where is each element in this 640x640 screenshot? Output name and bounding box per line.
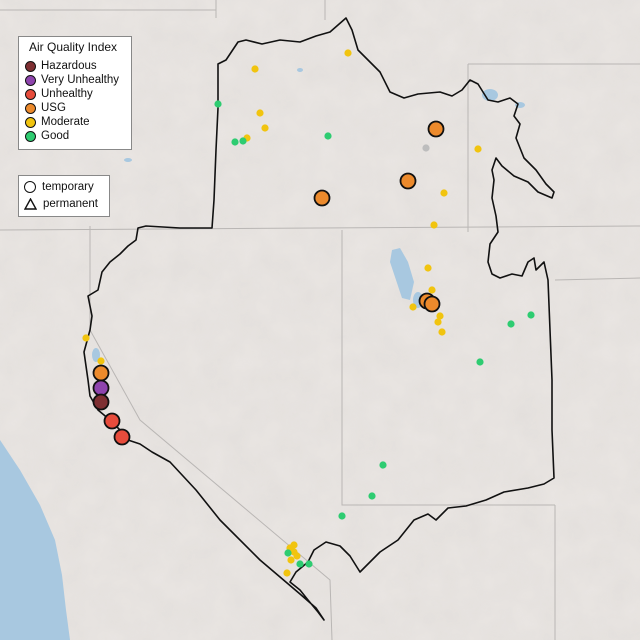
- legend-label: USG: [41, 102, 66, 114]
- sensor-marker[interactable]: [284, 549, 292, 557]
- lake-small-1: [124, 158, 132, 162]
- sensor-marker[interactable]: [428, 286, 436, 294]
- sensor-marker[interactable]: [256, 109, 264, 117]
- hazardous-swatch: [25, 60, 36, 72]
- sensor-marker[interactable]: [422, 144, 430, 152]
- legend-label: Good: [41, 130, 70, 142]
- sensor-marker[interactable]: [296, 560, 304, 568]
- sensor-marker-temporary[interactable]: [92, 379, 110, 397]
- sensor-marker[interactable]: [231, 138, 239, 146]
- sensor-marker-temporary[interactable]: [92, 364, 110, 382]
- sensor-marker[interactable]: [476, 358, 484, 366]
- sensor-marker-temporary[interactable]: [313, 189, 331, 207]
- legend-item-very-unhealthy: Very Unhealthy: [25, 73, 119, 87]
- very-unhealthy-swatch: [25, 74, 36, 86]
- legend-item-moderate: Moderate: [25, 115, 90, 129]
- sensor-marker[interactable]: [338, 512, 346, 520]
- legend-label: permanent: [43, 198, 98, 210]
- triangle-icon: [24, 198, 37, 210]
- lake-small-2: [297, 68, 303, 72]
- sensor-marker[interactable]: [283, 569, 291, 577]
- sensor-marker[interactable]: [438, 328, 446, 336]
- sensor-marker-temporary[interactable]: [103, 412, 121, 430]
- sensor-marker[interactable]: [251, 65, 259, 73]
- sensor-marker[interactable]: [324, 132, 332, 140]
- legend-item-temporary: temporary: [24, 179, 94, 195]
- sensor-marker-temporary[interactable]: [399, 172, 417, 190]
- lake-tahoe: [92, 348, 100, 362]
- monitor-type-legend: temporary permanent: [18, 175, 110, 217]
- sensor-marker[interactable]: [440, 189, 448, 197]
- sensor-marker[interactable]: [293, 552, 301, 560]
- sensor-marker-temporary[interactable]: [427, 120, 445, 138]
- legend-item-permanent: permanent: [24, 196, 98, 212]
- region-boundary: [83, 17, 555, 621]
- unhealthy-swatch: [25, 88, 36, 100]
- sensor-marker-temporary[interactable]: [423, 295, 441, 313]
- sensor-marker[interactable]: [409, 303, 417, 311]
- sensor-marker[interactable]: [436, 312, 444, 320]
- legend-item-usg: USG: [25, 101, 66, 115]
- legend-item-hazardous: Hazardous: [25, 59, 97, 73]
- aqi-legend: Air Quality Index Hazardous Very Unhealt…: [18, 36, 132, 150]
- sensor-marker[interactable]: [261, 124, 269, 132]
- legend-label: Hazardous: [41, 60, 97, 72]
- sensor-marker[interactable]: [434, 318, 442, 326]
- sensor-marker[interactable]: [290, 541, 298, 549]
- sensor-marker-temporary[interactable]: [92, 393, 110, 411]
- aqi-legend-title: Air Quality Index: [29, 40, 118, 54]
- sensor-marker[interactable]: [507, 320, 515, 328]
- sensor-marker[interactable]: [287, 556, 295, 564]
- sensor-marker[interactable]: [214, 100, 222, 108]
- sensor-marker[interactable]: [430, 221, 438, 229]
- sensor-marker[interactable]: [344, 49, 352, 57]
- legend-item-unhealthy: Unhealthy: [25, 87, 93, 101]
- circle-icon: [24, 181, 36, 193]
- sensor-marker[interactable]: [527, 311, 535, 319]
- sensor-marker[interactable]: [424, 264, 432, 272]
- moderate-swatch: [25, 116, 36, 128]
- sensor-marker[interactable]: [82, 334, 90, 342]
- sensor-marker[interactable]: [379, 461, 387, 469]
- pacific-ocean: [0, 440, 70, 640]
- legend-label: Very Unhealthy: [41, 74, 119, 86]
- legend-label: Moderate: [41, 116, 90, 128]
- sensor-marker[interactable]: [97, 357, 105, 365]
- great-salt-lake: [390, 248, 414, 300]
- legend-label: Unhealthy: [41, 88, 93, 100]
- sensor-marker[interactable]: [474, 145, 482, 153]
- sensor-marker-temporary[interactable]: [113, 428, 131, 446]
- sensor-marker[interactable]: [239, 137, 247, 145]
- legend-label: temporary: [42, 181, 94, 193]
- legend-item-good: Good: [25, 129, 69, 143]
- usg-swatch: [25, 102, 36, 114]
- sensor-markers: [82, 49, 535, 577]
- sensor-marker[interactable]: [305, 560, 313, 568]
- sensor-marker[interactable]: [368, 492, 376, 500]
- good-swatch: [25, 130, 36, 142]
- lake-small-4: [16, 517, 24, 523]
